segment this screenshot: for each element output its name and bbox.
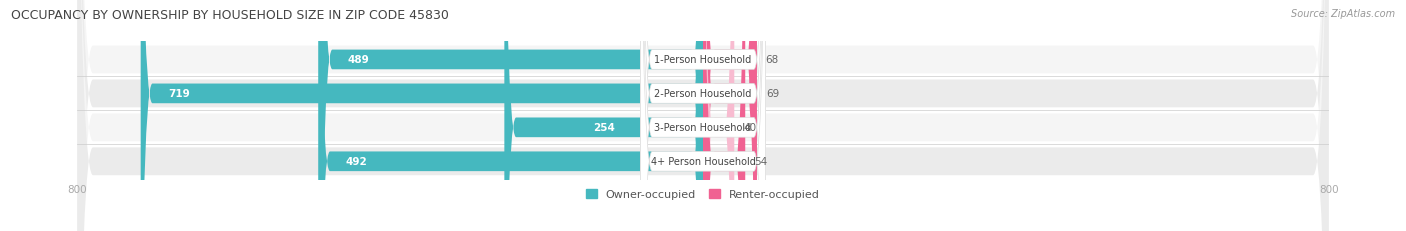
Text: 3-Person Household: 3-Person Household [654, 123, 752, 133]
FancyBboxPatch shape [641, 0, 765, 231]
FancyBboxPatch shape [641, 0, 765, 231]
Text: Source: ZipAtlas.com: Source: ZipAtlas.com [1291, 9, 1395, 19]
FancyBboxPatch shape [141, 0, 703, 231]
Text: 489: 489 [347, 55, 370, 65]
FancyBboxPatch shape [703, 0, 734, 231]
FancyBboxPatch shape [77, 0, 1329, 231]
Text: 492: 492 [346, 157, 367, 167]
FancyBboxPatch shape [77, 0, 1329, 231]
FancyBboxPatch shape [77, 0, 1329, 231]
FancyBboxPatch shape [703, 0, 756, 231]
FancyBboxPatch shape [641, 0, 765, 231]
FancyBboxPatch shape [318, 0, 703, 231]
FancyBboxPatch shape [641, 0, 765, 231]
Text: 68: 68 [765, 55, 779, 65]
Text: 54: 54 [755, 157, 768, 167]
Text: OCCUPANCY BY OWNERSHIP BY HOUSEHOLD SIZE IN ZIP CODE 45830: OCCUPANCY BY OWNERSHIP BY HOUSEHOLD SIZE… [11, 9, 449, 22]
Text: 719: 719 [169, 89, 190, 99]
FancyBboxPatch shape [321, 0, 703, 231]
FancyBboxPatch shape [77, 0, 1329, 231]
FancyBboxPatch shape [505, 0, 703, 231]
Text: 4+ Person Household: 4+ Person Household [651, 157, 755, 167]
FancyBboxPatch shape [703, 0, 745, 231]
Text: 1-Person Household: 1-Person Household [654, 55, 752, 65]
Legend: Owner-occupied, Renter-occupied: Owner-occupied, Renter-occupied [586, 189, 820, 200]
Text: 40: 40 [744, 123, 756, 133]
Text: 2-Person Household: 2-Person Household [654, 89, 752, 99]
Text: 254: 254 [593, 123, 614, 133]
FancyBboxPatch shape [703, 0, 756, 231]
Text: 69: 69 [766, 89, 779, 99]
